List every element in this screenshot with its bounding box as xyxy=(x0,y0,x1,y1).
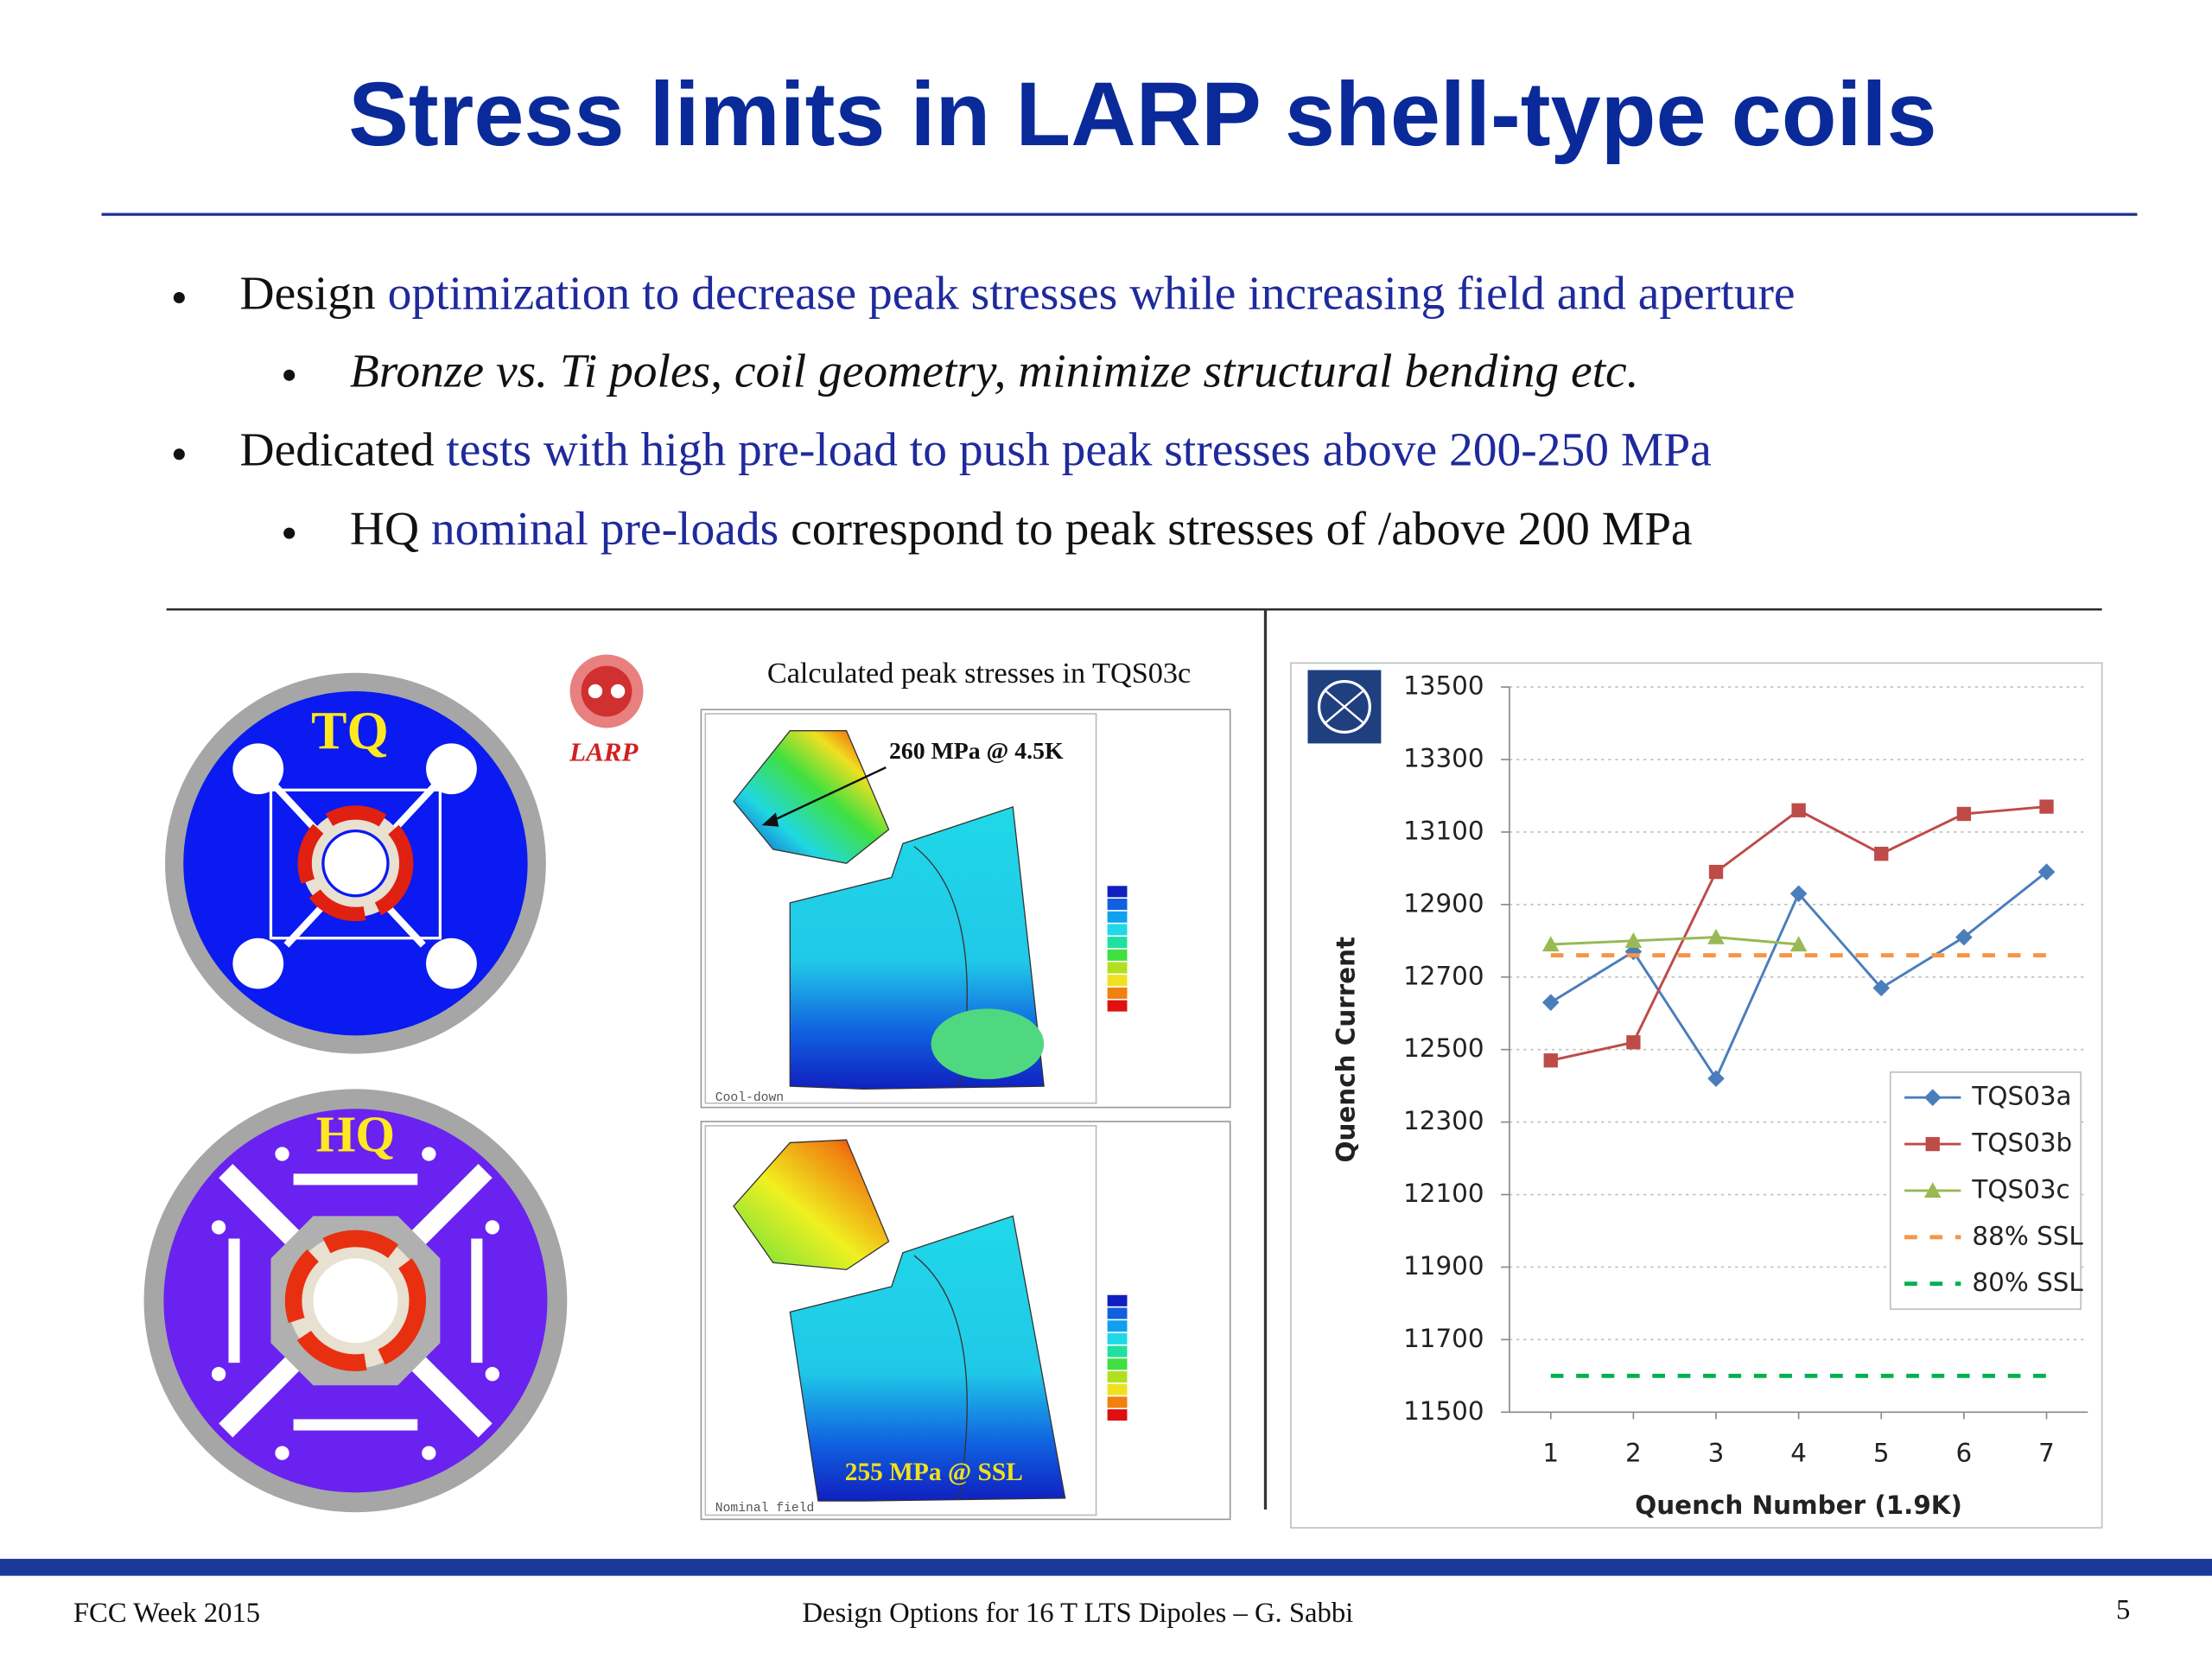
marker xyxy=(1541,994,1560,1011)
marker xyxy=(1707,1070,1725,1088)
fea-caption: Calculated peak stresses in TQS03c xyxy=(767,657,1191,690)
fea-bottom-step: Nominal field xyxy=(715,1502,815,1516)
y-tick-label: 12900 xyxy=(1403,888,1484,918)
bullet-span: correspond to peak stresses of /above 20… xyxy=(779,503,1692,556)
marker xyxy=(1541,936,1560,952)
y-tick-label: 12500 xyxy=(1403,1033,1484,1063)
y-tick-label: 12100 xyxy=(1403,1179,1484,1208)
page-number: 5 xyxy=(2116,1595,2130,1626)
y-tick-label: 13300 xyxy=(1403,744,1484,773)
bullet-dot xyxy=(283,369,296,381)
tq-label: TQ xyxy=(311,702,389,760)
footer-center: Design Options for 16 T LTS Dipoles – G.… xyxy=(802,1598,1353,1629)
marker xyxy=(1789,885,1808,903)
y-tick-label: 13100 xyxy=(1403,816,1484,845)
bullet-dot xyxy=(173,291,185,304)
marker xyxy=(1624,932,1643,948)
bullet-span: optimization to decrease peak stresses w… xyxy=(388,267,1796,320)
marker xyxy=(1789,936,1808,952)
marker xyxy=(1626,1035,1641,1050)
marker xyxy=(1925,1136,1940,1152)
x-tick-label: 4 xyxy=(1790,1439,1807,1468)
legend-label: TQS03c xyxy=(1971,1174,2069,1204)
marker xyxy=(1707,928,1725,944)
slide-title: Stress limits in LARP shell-type coils xyxy=(348,64,1936,165)
bullet-span: Design xyxy=(240,267,388,320)
marker xyxy=(1923,1182,1942,1198)
bullet-text: Dedicated tests with high pre-load to pu… xyxy=(240,423,1712,476)
footer-band xyxy=(0,1559,2212,1576)
bullet-text: HQ nominal pre-loads correspond to peak … xyxy=(350,503,1693,556)
y-tick-label: 13500 xyxy=(1403,671,1484,701)
x-tick-label: 5 xyxy=(1873,1439,1890,1468)
hq-diagram xyxy=(143,1089,568,1513)
legend-label: TQS03a xyxy=(1971,1082,2071,1111)
marker xyxy=(1956,806,1972,822)
marker xyxy=(2037,863,2056,880)
series-line xyxy=(1550,936,1799,946)
bullet-text: Bronze vs. Ti poles, coil geometry, mini… xyxy=(350,345,1639,397)
y-axis-label: Quench Current xyxy=(1332,937,1361,1163)
x-tick-label: 1 xyxy=(1542,1439,1559,1468)
bullet-text: Design optimization to decrease peak str… xyxy=(240,267,1796,320)
bullet-span: nominal pre-loads xyxy=(431,503,779,556)
fea-top-step: Cool-down xyxy=(715,1091,784,1105)
fea-top-note: 260 MPa @ 4.5K xyxy=(889,738,1064,765)
y-tick-label: 12300 xyxy=(1403,1106,1484,1135)
y-tick-label: 12700 xyxy=(1403,961,1484,990)
bullet-dot xyxy=(173,448,185,461)
y-tick-label: 11900 xyxy=(1403,1251,1484,1281)
bullet-span: HQ xyxy=(350,503,431,556)
marker xyxy=(1791,803,1806,817)
line-chart: 11500 11700 11900 12100 12300 12500 12700 12900… xyxy=(1332,671,2088,1520)
tq-diagram xyxy=(165,672,546,1054)
x-tick-label: 2 xyxy=(1625,1439,1642,1468)
bullet-dot xyxy=(283,527,296,539)
fea-top xyxy=(700,709,1231,1109)
larp-text: LARP xyxy=(569,737,639,767)
legend-label: 80% SSL xyxy=(1972,1268,2083,1297)
larp-logo xyxy=(569,654,644,728)
y-tick-label: 11500 xyxy=(1403,1396,1484,1426)
x-axis-label: Quench Number (1.9K) xyxy=(1635,1491,1962,1520)
bullet-list: Design optimization to decrease peak str… xyxy=(173,267,1796,556)
marker xyxy=(1923,1089,1942,1106)
fea-color-scales xyxy=(1107,886,1128,1421)
marker xyxy=(1874,846,1889,861)
legend-label: 88% SSL xyxy=(1972,1221,2083,1250)
marker xyxy=(2039,799,2054,814)
hq-label: HQ xyxy=(316,1107,395,1163)
footer-left: FCC Week 2015 xyxy=(73,1598,260,1629)
fea-bottom xyxy=(700,1121,1231,1521)
bullet-span: tests with high pre-load to push peak st… xyxy=(446,423,1711,476)
x-tick-label: 7 xyxy=(2038,1439,2055,1468)
x-tick-label: 3 xyxy=(1708,1439,1725,1468)
bullet-span: Dedicated xyxy=(240,423,447,476)
marker xyxy=(1543,1053,1558,1068)
bullet-span: Bronze vs. Ti poles, coil geometry, mini… xyxy=(350,345,1639,397)
cern-logo xyxy=(1307,670,1382,744)
fea-bottom-note: 255 MPa @ SSL xyxy=(845,1459,1023,1486)
marker xyxy=(1708,864,1724,880)
x-tick-label: 6 xyxy=(1956,1439,1973,1468)
legend-label: TQS03b xyxy=(1971,1128,2072,1158)
marker xyxy=(1872,979,1891,997)
y-tick-label: 11700 xyxy=(1403,1324,1484,1353)
